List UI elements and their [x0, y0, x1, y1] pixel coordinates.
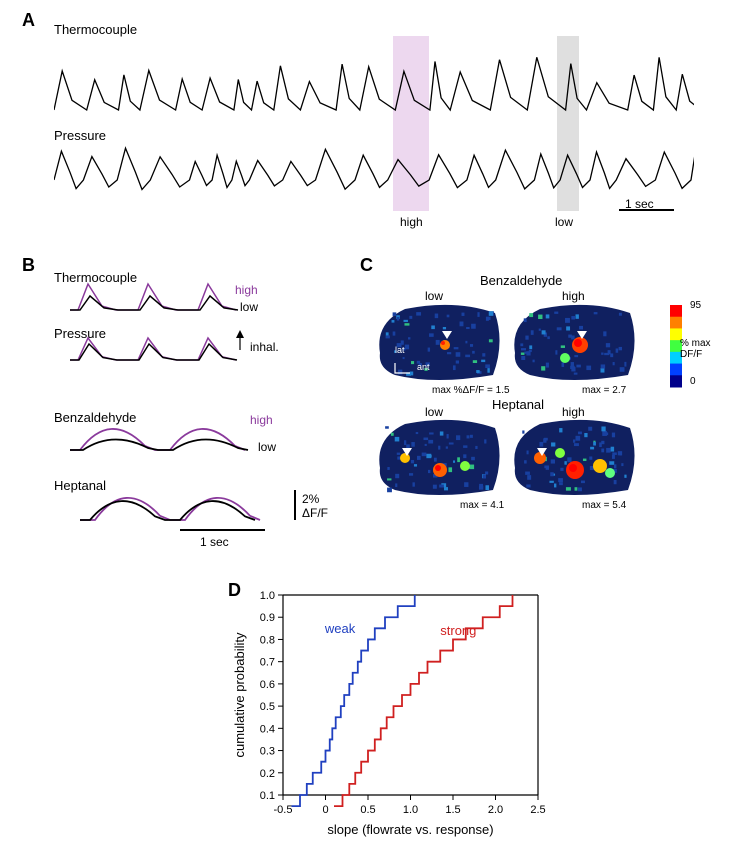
ant-label: ant — [417, 362, 430, 372]
panel-c-maps — [370, 295, 730, 585]
svg-text:0.1: 0.1 — [260, 790, 275, 802]
hept-high-max: max = 5.4 — [582, 500, 626, 511]
high-label-b2: high — [250, 413, 273, 427]
svg-text:0.8: 0.8 — [260, 634, 275, 646]
svg-text:0.5: 0.5 — [360, 804, 375, 816]
benz-label-c: Benzaldehyde — [480, 273, 562, 288]
low-label-a: low — [555, 215, 573, 229]
scale-x-b: 1 sec — [200, 535, 229, 549]
benz-low-max: max %ΔF/F = 1.5 — [432, 385, 510, 396]
svg-text:0.6: 0.6 — [260, 679, 275, 691]
svg-text:0.4: 0.4 — [260, 723, 275, 735]
scale-1sec-a: 1 sec — [625, 197, 654, 211]
svg-text:1.5: 1.5 — [445, 804, 460, 816]
panel-b-label: B — [22, 255, 35, 276]
colorbar-bot: 0 — [690, 376, 696, 387]
svg-text:2.0: 2.0 — [488, 804, 503, 816]
colorbar-top: 95 — [690, 300, 701, 311]
scale-y-b: 2% ΔF/F — [302, 492, 328, 520]
panel-a-traces — [54, 30, 694, 220]
hept-low-max: max = 4.1 — [460, 500, 504, 511]
svg-text:0.5: 0.5 — [260, 701, 275, 713]
low-label-b: low — [240, 300, 258, 314]
panel-d-chart: -0.5 0 0.5 1.0 1.5 2.0 2.5 0.1 0.2 0.3 0.4 0.5 0.6 0.… — [228, 580, 548, 840]
hept-label-c: Heptanal — [492, 397, 544, 412]
svg-text:0.3: 0.3 — [260, 746, 275, 758]
svg-text:2.5: 2.5 — [530, 804, 545, 816]
lat-label: lat — [395, 345, 405, 355]
low-label-c2: low — [425, 405, 443, 419]
benz-high-max: max = 2.7 — [582, 385, 626, 396]
svg-text:0.9: 0.9 — [260, 612, 275, 624]
svg-text:1.0: 1.0 — [260, 590, 275, 602]
high-label-b: high — [235, 283, 258, 297]
svg-text:cumulative probability: cumulative probability — [232, 632, 247, 758]
svg-text:strong: strong — [440, 623, 476, 638]
high-label-a: high — [400, 215, 423, 229]
svg-text:weak: weak — [324, 621, 356, 636]
svg-text:slope (flowrate vs. response): slope (flowrate vs. response) — [327, 822, 493, 837]
low-label-b2: low — [258, 440, 276, 454]
high-label-c2: high — [562, 405, 585, 419]
svg-text:0.2: 0.2 — [260, 768, 275, 780]
svg-text:0.7: 0.7 — [260, 657, 275, 669]
colorbar-mid: % max DF/F — [680, 338, 711, 360]
panel-b-traces — [40, 270, 340, 560]
panel-c-label: C — [360, 255, 373, 276]
svg-text:-0.5: -0.5 — [274, 804, 293, 816]
panel-a-label: A — [22, 10, 35, 31]
svg-text:1.0: 1.0 — [403, 804, 418, 816]
svg-text:0: 0 — [322, 804, 328, 816]
